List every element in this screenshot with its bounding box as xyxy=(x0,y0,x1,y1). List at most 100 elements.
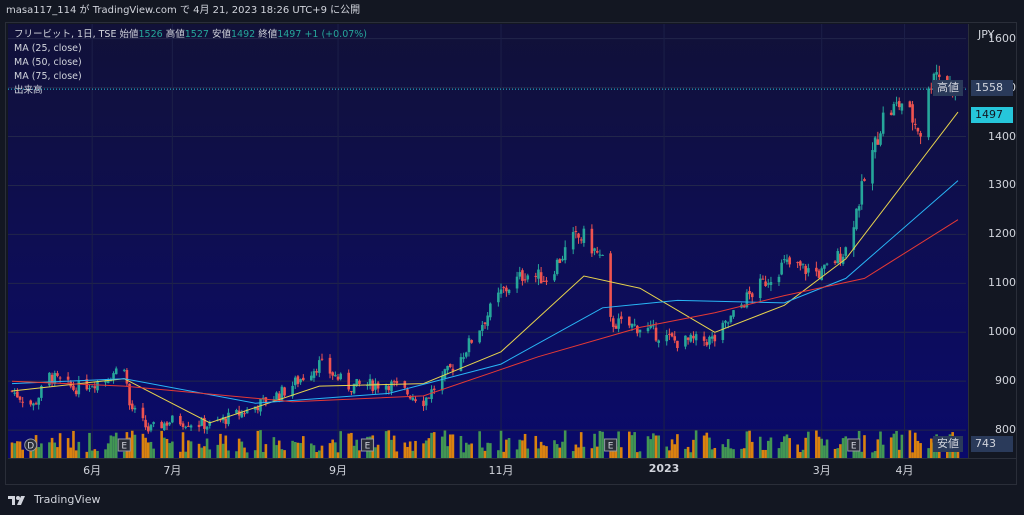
candle-body xyxy=(53,372,57,384)
candle-body xyxy=(448,364,452,368)
volume-bar xyxy=(593,433,596,458)
volume-bar xyxy=(505,439,508,458)
candle-body xyxy=(796,262,799,264)
candle-body xyxy=(141,407,145,419)
candle-body xyxy=(478,330,481,343)
candle-body xyxy=(275,392,278,402)
time-tick-label: 11月 xyxy=(488,464,514,477)
candle-body xyxy=(860,181,864,205)
volume-bar xyxy=(403,442,407,458)
candle-body xyxy=(293,377,297,386)
volume-bar xyxy=(545,446,548,458)
legend-symbol[interactable]: フリービット, 1日, TSE xyxy=(14,29,117,40)
candle-body xyxy=(927,88,930,138)
candle-body xyxy=(913,123,917,125)
candle-body xyxy=(820,268,824,281)
candle-body xyxy=(318,360,321,373)
candle-body xyxy=(758,278,762,299)
candle-body xyxy=(374,383,377,390)
time-tick-label: 4月 xyxy=(895,464,914,477)
candle-body xyxy=(243,413,246,415)
legend-volume[interactable]: 出来高 xyxy=(14,85,43,96)
candle-body xyxy=(852,227,856,250)
candle-body xyxy=(761,278,765,280)
candle-body xyxy=(130,403,134,410)
volume-bar xyxy=(179,451,182,458)
volume-bar xyxy=(259,430,262,458)
legend-ohlc-row: フリービット, 1日, TSE 始値1526 高値1527 安値1492 終値1… xyxy=(14,28,367,42)
candle-body xyxy=(240,412,244,418)
candle-body xyxy=(601,254,604,256)
volume-bar xyxy=(245,452,249,458)
volume-bar xyxy=(807,431,810,458)
volume-bar xyxy=(339,431,342,458)
volume-bar xyxy=(141,433,145,458)
candle-body xyxy=(106,381,110,383)
volume-bar xyxy=(726,439,730,458)
volume-bar xyxy=(272,437,276,458)
candle-body xyxy=(684,335,687,347)
currency-label[interactable]: JPY xyxy=(978,28,995,41)
volume-bar xyxy=(742,448,746,458)
legend-ma25[interactable]: MA (25, close) xyxy=(14,43,82,54)
volume-bars xyxy=(10,430,960,458)
volume-bar xyxy=(48,442,51,458)
chart-legend: フリービット, 1日, TSE 始値1526 高値1527 安値1492 終値1… xyxy=(14,28,367,98)
candle-body xyxy=(713,335,717,342)
volume-bar xyxy=(561,441,564,458)
volume-bar xyxy=(582,446,586,458)
candle-body xyxy=(783,259,786,261)
candle-body xyxy=(694,334,698,341)
volume-bar xyxy=(844,436,848,458)
volume-bar xyxy=(93,449,97,458)
candle-body xyxy=(555,259,559,274)
candle-body xyxy=(705,342,709,346)
volume-bar xyxy=(521,440,524,458)
volume-bar xyxy=(815,430,818,458)
dividend-marker xyxy=(24,438,38,452)
volume-bar xyxy=(764,449,767,458)
candle-body xyxy=(184,426,187,428)
candle-body xyxy=(876,139,880,145)
candle-body xyxy=(37,397,41,405)
high-tag-value: 1558 xyxy=(971,80,1013,96)
candle-body xyxy=(464,352,468,357)
candle-body xyxy=(160,422,163,429)
volume-bar xyxy=(785,434,789,458)
chart-plot-area[interactable] xyxy=(8,24,968,458)
earnings-marker xyxy=(360,438,374,452)
volume-bar xyxy=(443,430,447,458)
candle-body xyxy=(726,322,730,324)
candle-body xyxy=(347,372,351,390)
volume-bar xyxy=(563,430,567,458)
candle-body xyxy=(539,272,543,284)
candle-body xyxy=(911,104,914,123)
candle-body xyxy=(168,422,171,425)
legend-ma50[interactable]: MA (50, close) xyxy=(14,57,82,68)
volume-bar xyxy=(636,452,639,458)
candle-body xyxy=(537,269,540,279)
candle-body xyxy=(900,103,904,111)
candle-body xyxy=(742,306,746,308)
volume-bar xyxy=(769,437,773,458)
volume-bar xyxy=(374,447,377,458)
volume-bar xyxy=(684,448,687,458)
volume-bar xyxy=(526,448,530,458)
volume-bar xyxy=(200,447,204,458)
volume-bar xyxy=(10,442,14,458)
volume-bar xyxy=(630,435,634,458)
tradingview-logo[interactable]: TradingView xyxy=(8,493,100,506)
candle-body xyxy=(277,393,281,400)
legend-ma75[interactable]: MA (75, close) xyxy=(14,71,82,82)
volume-bar xyxy=(69,447,73,458)
volume-bar xyxy=(900,434,904,458)
volume-bar xyxy=(652,433,655,458)
volume-bar xyxy=(841,438,845,458)
volume-bar xyxy=(66,438,70,458)
candle-body xyxy=(261,397,265,399)
volume-bar xyxy=(665,446,669,458)
candle-body xyxy=(815,267,818,272)
candle-body xyxy=(189,425,193,428)
volume-bar xyxy=(686,446,690,458)
